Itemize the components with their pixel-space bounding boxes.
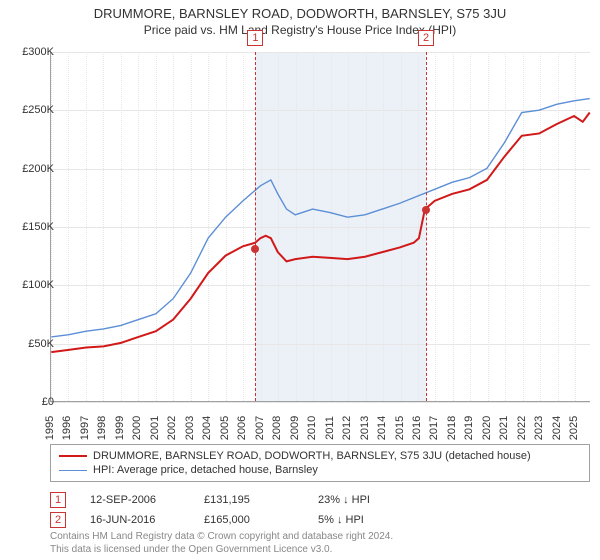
legend-item: HPI: Average price, detached house, Barn… — [59, 463, 581, 477]
marker-badge: 1 — [247, 30, 263, 46]
legend: DRUMMORE, BARNSLEY ROAD, DODWORTH, BARNS… — [50, 444, 590, 482]
legend-item: DRUMMORE, BARNSLEY ROAD, DODWORTH, BARNS… — [59, 449, 581, 463]
x-tick-label: 2020 — [481, 416, 493, 440]
x-tick-label: 2012 — [341, 416, 353, 440]
footer-line-2: This data is licensed under the Open Gov… — [50, 543, 393, 556]
gridline-h — [51, 402, 590, 403]
x-tick-label: 2014 — [376, 416, 388, 440]
x-tick-label: 2005 — [219, 416, 231, 440]
marker-line — [255, 52, 256, 401]
legend-swatch — [59, 455, 87, 457]
sale-date: 12-SEP-2006 — [90, 494, 180, 506]
sale-marker-badge: 2 — [50, 512, 66, 528]
sale-delta: 23% ↓ HPI — [318, 494, 408, 506]
y-tick-label: £50K — [8, 338, 54, 350]
x-tick-label: 2006 — [236, 416, 248, 440]
x-tick-label: 2015 — [394, 416, 406, 440]
x-tick-label: 2022 — [516, 416, 528, 440]
x-tick-label: 1995 — [44, 416, 56, 440]
y-tick-label: £0 — [8, 396, 54, 408]
y-tick-label: £100K — [8, 279, 54, 291]
y-tick-label: £200K — [8, 163, 54, 175]
x-tick-label: 2003 — [184, 416, 196, 440]
x-tick-label: 2008 — [271, 416, 283, 440]
x-tick-label: 2007 — [254, 416, 266, 440]
series-line — [51, 113, 589, 353]
sales-table: 1 12-SEP-2006 £131,195 23% ↓ HPI 2 16-JUN-201… — [50, 490, 590, 530]
x-tick-label: 2010 — [306, 416, 318, 440]
x-tick-label: 2023 — [533, 416, 545, 440]
legend-label: HPI: Average price, detached house, Barn… — [93, 464, 318, 476]
x-tick-label: 2025 — [568, 416, 580, 440]
x-tick-label: 2018 — [446, 416, 458, 440]
x-tick-label: 2011 — [324, 416, 336, 440]
y-tick-label: £250K — [8, 104, 54, 116]
x-tick-label: 1999 — [114, 416, 126, 440]
marker-line — [426, 52, 427, 401]
y-tick-label: £300K — [8, 46, 54, 58]
footer-line-1: Contains HM Land Registry data © Crown c… — [50, 530, 393, 543]
marker-dot — [251, 245, 259, 253]
y-tick-label: £150K — [8, 221, 54, 233]
legend-swatch — [59, 470, 87, 471]
sale-date: 16-JUN-2016 — [90, 514, 180, 526]
sale-marker-badge: 1 — [50, 492, 66, 508]
sale-row: 1 12-SEP-2006 £131,195 23% ↓ HPI — [50, 490, 590, 510]
x-tick-label: 2021 — [498, 416, 510, 440]
plot-area: 12 — [50, 52, 590, 402]
sale-price: £165,000 — [204, 514, 294, 526]
series-layer — [51, 52, 590, 401]
series-line — [51, 99, 589, 337]
chart-subtitle: Price paid vs. HM Land Registry's House … — [0, 21, 600, 37]
x-tick-label: 2000 — [131, 416, 143, 440]
x-tick-label: 2017 — [428, 416, 440, 440]
x-tick-label: 2004 — [201, 416, 213, 440]
sale-delta: 5% ↓ HPI — [318, 514, 408, 526]
sale-price: £131,195 — [204, 494, 294, 506]
marker-badge: 2 — [418, 30, 434, 46]
footer-attribution: Contains HM Land Registry data © Crown c… — [50, 530, 393, 556]
x-tick-label: 2009 — [289, 416, 301, 440]
x-tick-label: 1997 — [79, 416, 91, 440]
chart-container: DRUMMORE, BARNSLEY ROAD, DODWORTH, BARNS… — [0, 0, 600, 560]
x-tick-label: 2002 — [166, 416, 178, 440]
x-tick-label: 2016 — [411, 416, 423, 440]
x-tick-label: 2001 — [149, 416, 161, 440]
sale-row: 2 16-JUN-2016 £165,000 5% ↓ HPI — [50, 510, 590, 530]
x-tick-label: 2013 — [359, 416, 371, 440]
marker-dot — [422, 206, 430, 214]
x-tick-label: 2024 — [551, 416, 563, 440]
x-tick-label: 1996 — [61, 416, 73, 440]
chart-title: DRUMMORE, BARNSLEY ROAD, DODWORTH, BARNS… — [0, 0, 600, 21]
x-tick-label: 1998 — [96, 416, 108, 440]
legend-label: DRUMMORE, BARNSLEY ROAD, DODWORTH, BARNS… — [93, 450, 531, 462]
x-tick-label: 2019 — [463, 416, 475, 440]
